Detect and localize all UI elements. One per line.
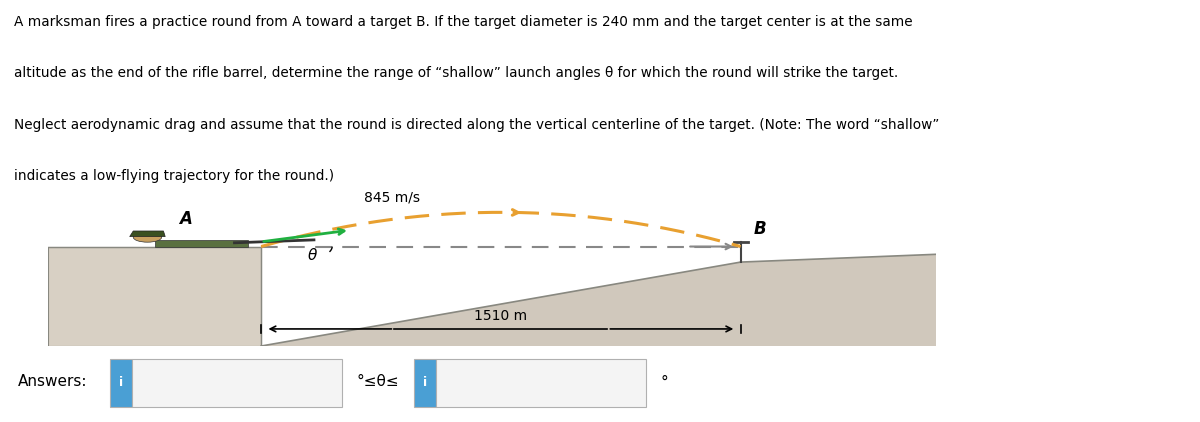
- Text: 1510 m: 1510 m: [474, 309, 528, 323]
- Text: B: B: [754, 220, 767, 238]
- Text: °: °: [660, 374, 667, 390]
- Text: 845 m/s: 845 m/s: [364, 191, 420, 205]
- Text: i: i: [422, 376, 427, 390]
- Text: A marksman fires a practice round from A toward a target B. If the target diamet: A marksman fires a practice round from A…: [14, 15, 913, 29]
- Polygon shape: [155, 240, 248, 246]
- Polygon shape: [48, 246, 262, 346]
- Polygon shape: [262, 254, 936, 346]
- Polygon shape: [130, 231, 166, 237]
- Text: Answers:: Answers:: [18, 374, 88, 390]
- Bar: [132, 359, 342, 407]
- Circle shape: [133, 232, 162, 242]
- Text: θ: θ: [308, 248, 317, 262]
- Text: Neglect aerodynamic drag and assume that the round is directed along the vertica: Neglect aerodynamic drag and assume that…: [14, 118, 940, 132]
- Text: °≤θ≤: °≤θ≤: [356, 374, 398, 390]
- Text: altitude as the end of the rifle barrel, determine the range of “shallow” launch: altitude as the end of the rifle barrel,…: [14, 66, 899, 81]
- Bar: [414, 359, 436, 407]
- Text: i: i: [119, 376, 124, 390]
- Text: A: A: [179, 210, 192, 228]
- Bar: [436, 359, 646, 407]
- Text: indicates a low-flying trajectory for the round.): indicates a low-flying trajectory for th…: [14, 169, 335, 183]
- Bar: [110, 359, 132, 407]
